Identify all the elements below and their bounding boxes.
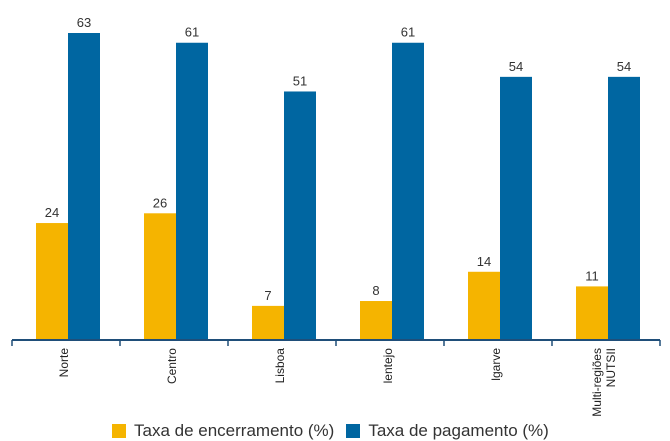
data-label-pagamento-5: 54 [617, 59, 631, 74]
x-tick-label-5-0: Multi-regiões [590, 348, 604, 417]
bar-encerramento-4 [468, 271, 500, 340]
bar-encerramento-2 [252, 305, 284, 340]
legend: Taxa de encerramento (%) Taxa de pagamen… [112, 421, 549, 441]
bar-encerramento-0 [36, 223, 68, 340]
data-label-pagamento-1: 61 [185, 25, 199, 40]
bar-pagamento-4 [500, 76, 532, 340]
bars-layer [36, 33, 640, 340]
bar-pagamento-3 [392, 42, 424, 340]
legend-label-pagamento: Taxa de pagamento (%) [368, 421, 549, 440]
data-label-pagamento-0: 63 [77, 15, 91, 30]
data-label-encerramento-2: 7 [264, 288, 271, 303]
x-tick-label-0: Norte [57, 348, 71, 378]
legend-swatch-pagamento [346, 424, 361, 438]
data-label-pagamento-4: 54 [509, 59, 523, 74]
x-tick-label-3: lentejo [381, 348, 395, 384]
data-label-encerramento-0: 24 [45, 205, 59, 220]
bar-encerramento-5 [576, 286, 608, 340]
x-tick-label-1: Centro [165, 348, 179, 384]
value-labels-layer: 24 63 26 61 7 51 8 61 14 54 11 54 [45, 15, 631, 303]
bar-pagamento-2 [284, 91, 316, 340]
x-ticks-layer [11, 340, 661, 346]
legend-label-encerramento: Taxa de encerramento (%) [134, 421, 335, 440]
x-tick-label-5-1: NUTSII [604, 348, 618, 387]
data-label-encerramento-5: 11 [585, 268, 599, 283]
data-label-encerramento-3: 8 [372, 283, 379, 298]
legend-swatch-encerramento [112, 424, 126, 438]
bar-encerramento-1 [144, 213, 176, 340]
category-labels-layer: Norte Centro Lisboa lentejo lgarve Multi-regi… [57, 348, 618, 417]
data-label-pagamento-3: 61 [401, 25, 415, 40]
bar-pagamento-5 [608, 76, 640, 340]
data-label-pagamento-2: 51 [293, 73, 307, 88]
data-label-encerramento-1: 26 [153, 195, 167, 210]
data-label-encerramento-4: 14 [477, 254, 491, 269]
bar-pagamento-1 [176, 42, 208, 340]
x-tick-label-2: Lisboa [273, 348, 287, 384]
bar-encerramento-3 [360, 301, 392, 340]
bar-pagamento-0 [68, 33, 100, 340]
x-tick-label-4: lgarve [489, 348, 503, 381]
